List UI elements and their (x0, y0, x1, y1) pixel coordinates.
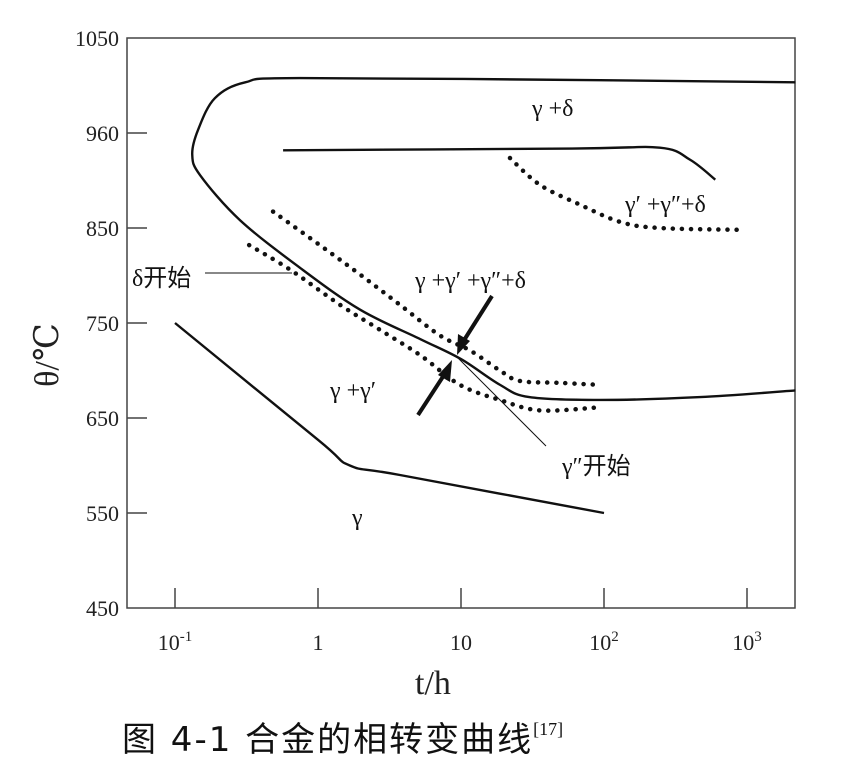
arrowhead-lower-icon (438, 360, 452, 382)
y-tick-label: 1050 (75, 26, 119, 51)
series-start (191, 76, 796, 402)
label-delta-start: δ开始 (132, 265, 191, 292)
series-top-right-dotted (507, 155, 748, 233)
arrow-lower (416, 370, 448, 417)
x-tick-label: 10 (450, 630, 472, 655)
label-gamma-delta: γ +δ (531, 96, 573, 122)
arrowhead-upper-icon (457, 334, 470, 355)
x-tick-label: 102 (589, 629, 619, 655)
label-gpp-start: γ″开始 (561, 453, 631, 480)
x-tick-label: 103 (732, 629, 762, 655)
y-tick-label: 650 (86, 406, 119, 431)
series-upper-dotted (270, 209, 600, 387)
annotations: γ +δ γ′ +γ″+δ γ +γ′ +γ″+δ γ +γ′ γ δ开始 γ″… (132, 96, 706, 531)
label-g-gp-gpp-delta: γ +γ′ +γ″+δ (414, 268, 526, 294)
label-g-gp: γ +γ′ (329, 378, 376, 404)
y-tick-label: 550 (86, 501, 119, 526)
arrow-upper (459, 294, 494, 347)
series-lower-dotted (246, 242, 600, 413)
x-axis-label: t/h (415, 665, 451, 702)
x-tick-label: 10-1 (158, 629, 193, 655)
y-tick-label: 450 (86, 596, 119, 621)
y-tick-label: 850 (86, 216, 119, 241)
y-tick-label: 750 (86, 311, 119, 336)
label-gp-gpp-delta: γ′ +γ″+δ (624, 192, 706, 218)
gpp-start-leader (454, 354, 547, 447)
caption-text: 图 4-1 合金的相转变曲线 (122, 720, 534, 760)
figure-caption: 图 4-1 合金的相转变曲线[17] (122, 712, 563, 761)
series-boundary (283, 145, 717, 181)
label-gamma: γ (351, 505, 363, 531)
y-axis-label: θ/℃ (29, 323, 66, 387)
series-layer (174, 76, 796, 515)
caption-ref: [17] (533, 719, 564, 739)
series-boundary (174, 322, 605, 515)
x-tick-label: 1 (313, 630, 324, 655)
plot-frame (126, 37, 796, 609)
axes: 450 550 650 750 850 960 1050 10-1 1 10 102 103 (75, 26, 796, 655)
y-tick-label: 960 (86, 121, 119, 146)
